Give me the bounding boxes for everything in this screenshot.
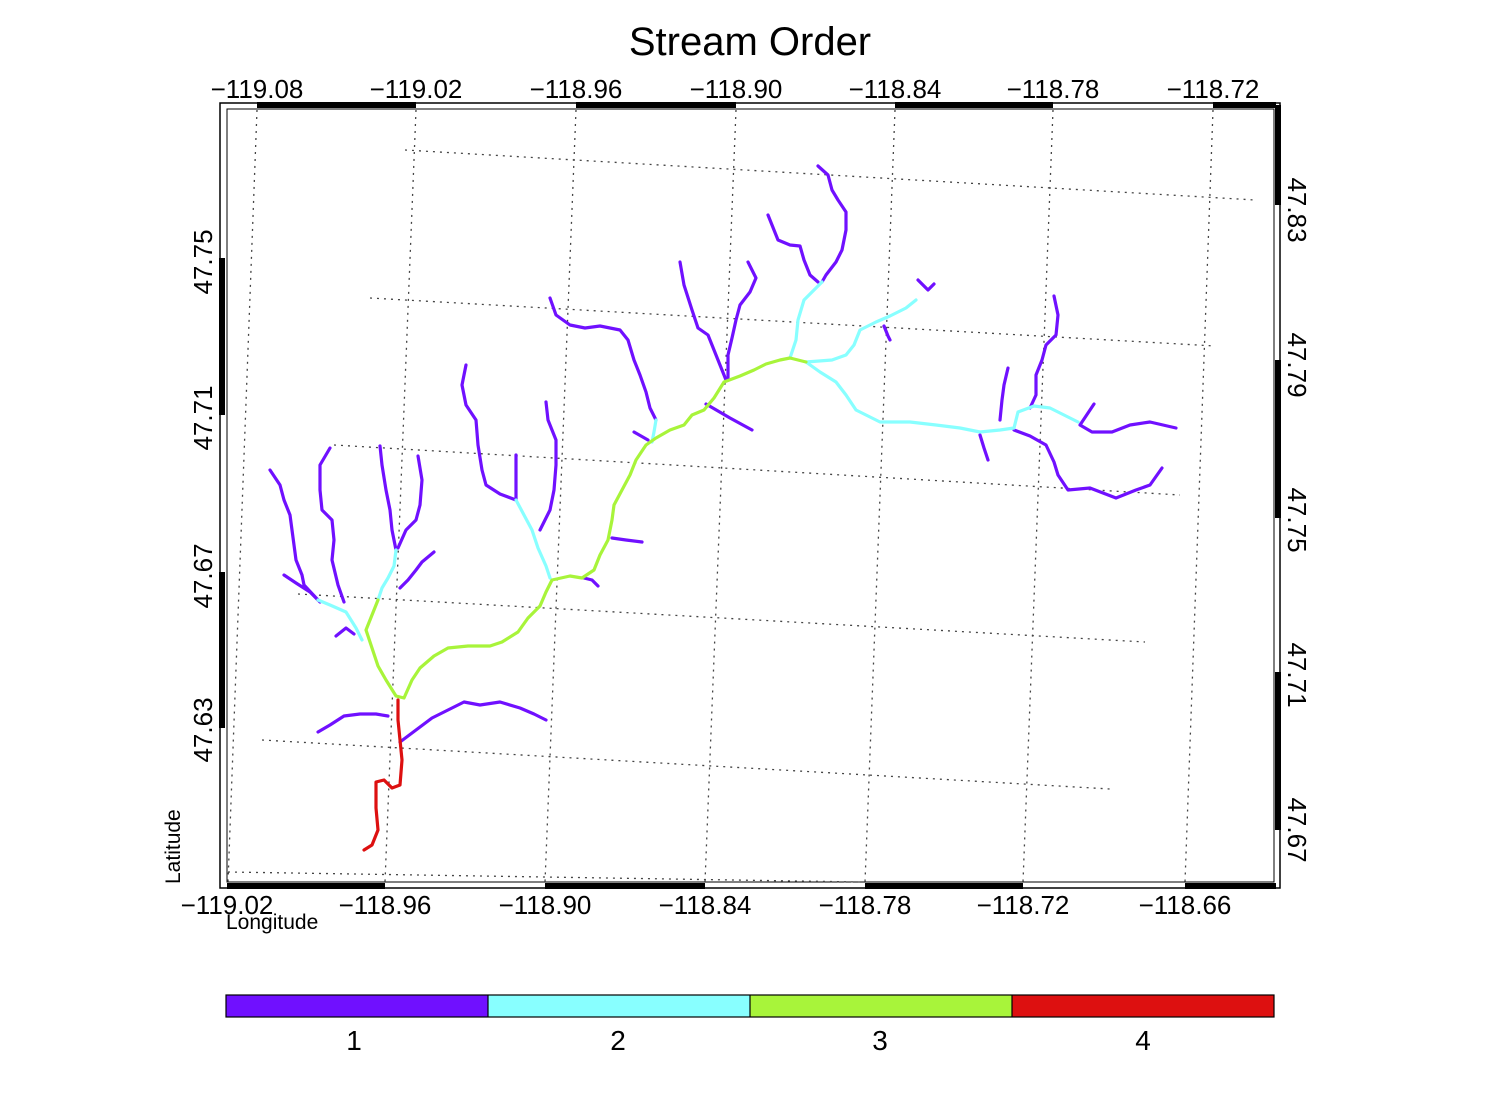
stream-segment-order-1 xyxy=(582,576,600,588)
bottom-tick-labels: −119.02 −118.96 −118.90 −118.84 −118.78 … xyxy=(181,890,1232,920)
bottom-tick-label: −118.96 xyxy=(339,890,432,920)
bottom-tick-label: −118.90 xyxy=(499,890,592,920)
stream-segment-order-1 xyxy=(726,260,758,380)
top-tick-label: −119.08 xyxy=(211,74,304,104)
top-tick-label: −118.78 xyxy=(1007,74,1100,104)
left-tick-label: 47.63 xyxy=(188,697,218,762)
stream-segment-order-1 xyxy=(398,700,548,744)
streams-order-3 xyxy=(364,356,808,700)
stream-segment-order-1 xyxy=(632,430,650,442)
plot-frame xyxy=(219,102,1281,889)
top-tick-labels: −119.08 −119.02 −118.96 −118.90 −118.84 … xyxy=(211,74,1260,104)
top-tick-label: −118.84 xyxy=(849,74,942,104)
stream-segment-order-2 xyxy=(376,548,398,602)
colorbar-label: 2 xyxy=(610,1025,626,1056)
colorbar-swatch xyxy=(488,995,750,1017)
top-tick-label: −119.02 xyxy=(370,74,463,104)
stream-segment-order-2 xyxy=(514,498,552,580)
stream-segment-order-1 xyxy=(460,363,518,502)
left-tick-label: 47.71 xyxy=(188,385,218,450)
stream-segment-order-1 xyxy=(378,444,398,552)
bottom-tick-label: −119.02 xyxy=(181,890,274,920)
right-tick-label: 47.75 xyxy=(1282,487,1312,552)
colorbar-label: 1 xyxy=(346,1025,362,1056)
stream-segment-order-1 xyxy=(882,324,892,342)
y-axis-label: Latitude xyxy=(162,809,185,884)
stream-segment-order-1 xyxy=(1012,428,1164,500)
streams-order-1 xyxy=(268,164,1178,744)
streams-order-4 xyxy=(362,698,404,852)
map-title: Stream Order xyxy=(629,20,871,64)
colorbar-swatch xyxy=(750,995,1012,1017)
colorbar-swatch xyxy=(1012,995,1274,1017)
stream-segment-order-1 xyxy=(816,164,848,284)
stream-segment-order-1 xyxy=(396,454,424,550)
bottom-tick-label: −118.84 xyxy=(659,890,752,920)
stream-segment-order-1 xyxy=(398,550,436,590)
streams-order-2 xyxy=(316,280,1080,642)
right-tick-label: 47.67 xyxy=(1282,797,1312,862)
plot-inner-frame xyxy=(226,108,1275,883)
stream-segment-order-1 xyxy=(678,260,728,382)
colorbar-label: 3 xyxy=(872,1025,888,1056)
stream-segment-order-1 xyxy=(978,433,990,462)
graticule xyxy=(227,109,1256,883)
colorbar: 1 2 3 4 xyxy=(225,994,1275,1056)
stream-segment-order-2 xyxy=(804,298,918,364)
bottom-tick-label: −118.72 xyxy=(977,890,1070,920)
left-tick-label: 47.75 xyxy=(188,229,218,294)
stream-segment-order-1 xyxy=(704,402,754,432)
x-axis-label: Longitude xyxy=(226,911,318,934)
stream-segment-order-2 xyxy=(316,598,364,642)
colorbar-swatch xyxy=(226,995,488,1017)
right-tick-label: 47.79 xyxy=(1282,332,1312,397)
stream-segment-order-1 xyxy=(766,213,820,284)
stream-segment-order-1 xyxy=(916,278,936,292)
colorbar-label: 4 xyxy=(1135,1025,1151,1056)
right-tick-labels: 47.83 47.79 47.75 47.71 47.67 xyxy=(1282,177,1312,862)
stream-segment-order-1 xyxy=(1078,402,1178,434)
stream-segment-order-1 xyxy=(610,536,644,544)
bottom-tick-label: −118.78 xyxy=(819,890,912,920)
stream-segment-order-1 xyxy=(1028,294,1060,410)
stream-segment-order-2 xyxy=(788,280,824,360)
stream-segment-order-1 xyxy=(268,468,320,602)
stream-segment-order-1 xyxy=(538,400,558,532)
stream-segment-order-2 xyxy=(804,360,1080,434)
top-tick-label: −118.72 xyxy=(1167,74,1260,104)
stream-segment-order-1 xyxy=(334,626,356,638)
bottom-tick-label: −118.66 xyxy=(1139,890,1232,920)
right-tick-label: 47.71 xyxy=(1282,642,1312,707)
frame-ticks xyxy=(219,102,1281,889)
right-tick-label: 47.83 xyxy=(1282,177,1312,242)
stream-segment-order-3 xyxy=(364,356,808,700)
left-tick-label: 47.67 xyxy=(188,543,218,608)
top-tick-label: −118.90 xyxy=(690,74,783,104)
stream-segment-order-4 xyxy=(362,698,404,852)
top-tick-label: −118.96 xyxy=(530,74,623,104)
left-tick-labels: 47.75 47.71 47.67 47.63 xyxy=(188,229,218,762)
stream-segment-order-1 xyxy=(998,366,1010,422)
stream-segment-order-1 xyxy=(316,712,390,734)
stream-segment-order-1 xyxy=(282,573,322,604)
stream-segment-order-1 xyxy=(318,446,346,604)
stream-segment-order-1 xyxy=(548,296,658,422)
